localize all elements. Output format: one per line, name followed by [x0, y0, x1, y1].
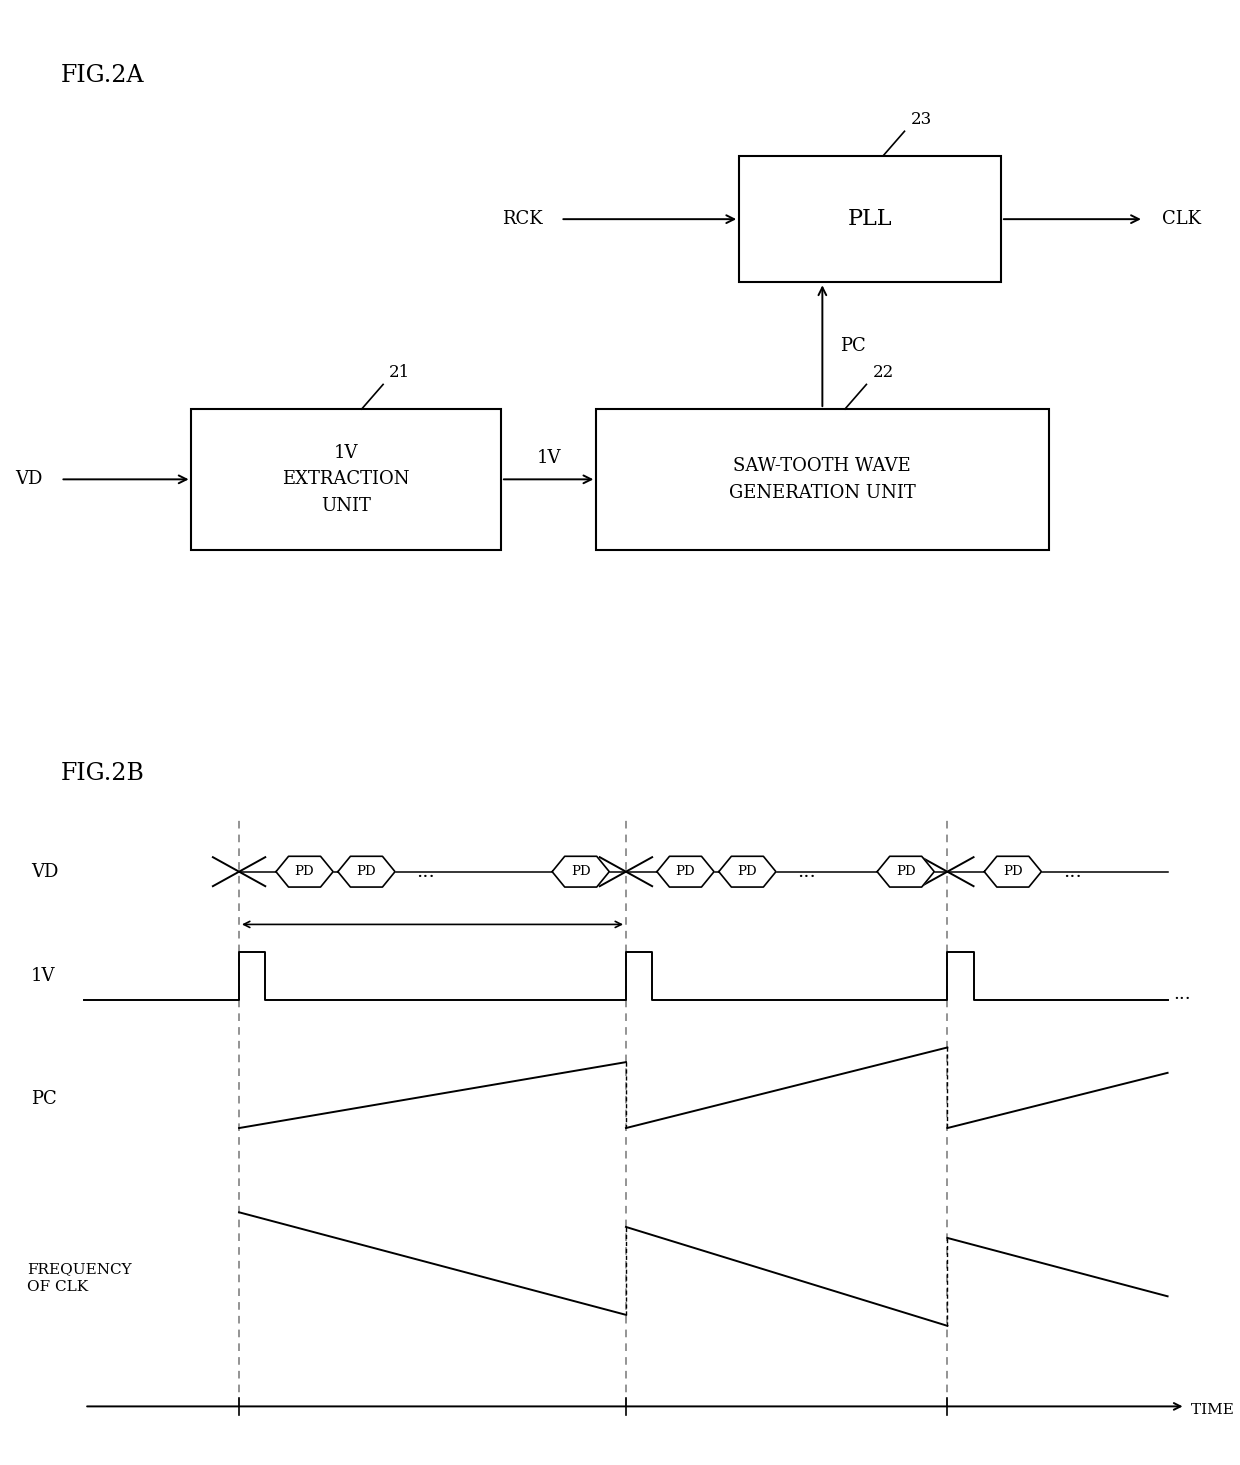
- Bar: [596, 409, 1049, 549]
- Text: 22: 22: [873, 363, 894, 381]
- Text: PD: PD: [357, 866, 376, 878]
- Polygon shape: [552, 856, 609, 886]
- Text: CLK: CLK: [1162, 209, 1200, 229]
- Text: ...: ...: [797, 863, 816, 880]
- Text: PD: PD: [570, 866, 590, 878]
- Text: 21: 21: [389, 363, 410, 381]
- Text: 23: 23: [910, 111, 931, 127]
- Text: ...: ...: [1063, 863, 1081, 880]
- Polygon shape: [657, 856, 714, 886]
- Text: PC: PC: [841, 337, 866, 355]
- Text: PD: PD: [895, 866, 915, 878]
- Text: ...: ...: [417, 863, 435, 880]
- Text: 1V
EXTRACTION
UNIT: 1V EXTRACTION UNIT: [283, 444, 410, 514]
- Text: FIG.2A: FIG.2A: [61, 64, 144, 88]
- Text: PD: PD: [676, 866, 696, 878]
- Bar: [191, 409, 501, 549]
- Text: VD: VD: [31, 863, 58, 880]
- Text: PD: PD: [1003, 866, 1023, 878]
- Text: RCK: RCK: [502, 209, 543, 229]
- Polygon shape: [877, 856, 934, 886]
- Text: FIG.2B: FIG.2B: [61, 762, 144, 785]
- Text: FREQUENCY
OF CLK: FREQUENCY OF CLK: [27, 1261, 131, 1295]
- Bar: [739, 155, 1001, 283]
- Text: PC: PC: [31, 1090, 57, 1108]
- Text: VD: VD: [15, 470, 42, 488]
- Polygon shape: [985, 856, 1042, 886]
- Polygon shape: [719, 856, 776, 886]
- Text: PD: PD: [738, 866, 758, 878]
- Text: 1V: 1V: [537, 448, 560, 467]
- Polygon shape: [337, 856, 396, 886]
- Text: SAW-TOOTH WAVE
GENERATION UNIT: SAW-TOOTH WAVE GENERATION UNIT: [729, 457, 916, 501]
- Text: PD: PD: [295, 866, 315, 878]
- Polygon shape: [277, 856, 334, 886]
- Text: PLL: PLL: [848, 208, 893, 230]
- Text: ...: ...: [1173, 984, 1192, 1004]
- Text: TIME : t: TIME : t: [1192, 1403, 1240, 1417]
- Text: 1V: 1V: [31, 967, 56, 984]
